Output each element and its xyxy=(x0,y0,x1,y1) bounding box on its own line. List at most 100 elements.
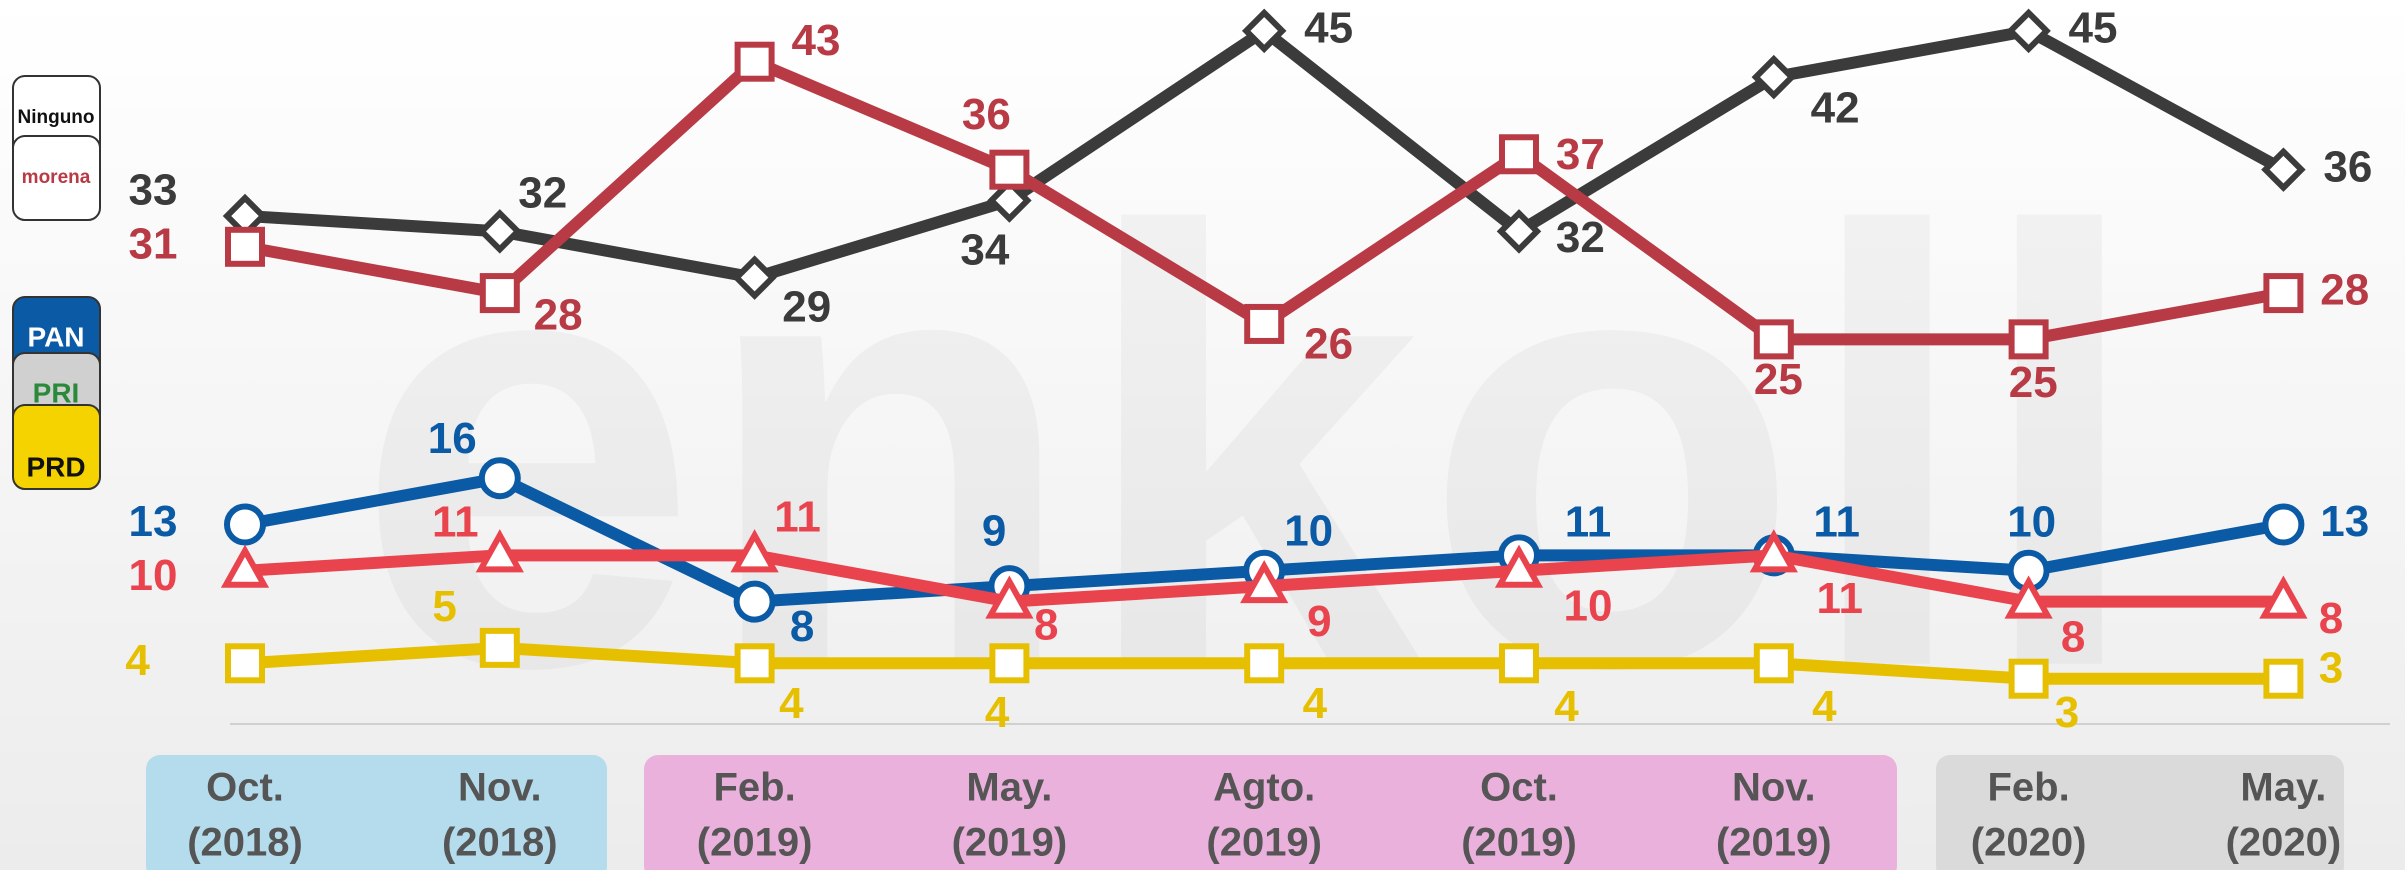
value-label: 8 xyxy=(2061,613,2085,662)
value-label: 3 xyxy=(2055,688,2079,737)
legend-entry: PRD xyxy=(12,404,101,490)
legend-logo xyxy=(12,135,101,221)
value-label: 32 xyxy=(518,169,567,218)
marker xyxy=(479,627,520,668)
value-label: 28 xyxy=(534,290,583,339)
x-tick-label: Feb. xyxy=(713,766,795,810)
marker xyxy=(1751,54,1797,100)
value-label: 8 xyxy=(2319,594,2343,643)
marker xyxy=(989,643,1030,684)
marker xyxy=(1753,319,1794,360)
value-label: 10 xyxy=(2007,497,2056,546)
marker xyxy=(2262,503,2305,546)
value-label: 9 xyxy=(982,507,1006,556)
year-band xyxy=(644,755,1897,870)
marker xyxy=(220,544,270,588)
legend-entry: morena xyxy=(12,135,101,221)
marker xyxy=(733,580,776,623)
x-tick-label: Nov. xyxy=(458,766,542,810)
value-label: 43 xyxy=(791,16,840,65)
marker xyxy=(2006,8,2051,54)
value-label: 36 xyxy=(962,90,1011,139)
marker xyxy=(730,529,779,573)
value-label: 42 xyxy=(1811,84,1860,133)
marker xyxy=(1753,643,1794,684)
marker xyxy=(2261,147,2306,192)
value-label: 4 xyxy=(1812,682,1837,731)
value-label: 4 xyxy=(1303,679,1328,728)
marker xyxy=(475,529,524,573)
x-tick-label: May. xyxy=(966,766,1052,810)
marker xyxy=(985,575,1034,619)
year-band xyxy=(1936,755,2344,870)
value-label: 29 xyxy=(782,282,831,331)
marker xyxy=(225,643,265,684)
value-label: 32 xyxy=(1556,213,1605,262)
value-label: 11 xyxy=(1813,497,1860,546)
value-label: 4 xyxy=(779,679,804,728)
marker xyxy=(2259,575,2308,619)
value-label: 28 xyxy=(2320,266,2369,315)
marker xyxy=(734,643,775,684)
x-tick-label: (2019) xyxy=(952,821,1068,865)
legend-label: Ninguno xyxy=(17,107,94,128)
marker xyxy=(989,149,1030,190)
marker xyxy=(477,209,523,254)
marker xyxy=(1494,544,1544,588)
legend-logo xyxy=(12,404,101,490)
marker xyxy=(1499,134,1539,175)
marker xyxy=(2263,658,2304,699)
watermark: enkoll xyxy=(354,104,2146,796)
marker xyxy=(1499,643,1539,684)
value-label: 31 xyxy=(128,219,177,268)
x-tick-label: Feb. xyxy=(1987,766,2069,810)
value-label: 10 xyxy=(128,551,177,600)
marker xyxy=(225,226,265,267)
value-label: 45 xyxy=(1304,3,1353,52)
marker xyxy=(2004,575,2053,619)
value-label: 13 xyxy=(128,497,177,546)
value-label: 37 xyxy=(1556,130,1605,179)
marker xyxy=(1749,529,1798,573)
value-label: 16 xyxy=(428,414,477,463)
marker xyxy=(1241,8,1287,54)
legend-label: morena xyxy=(22,167,91,188)
marker xyxy=(478,457,521,500)
value-label: 25 xyxy=(1754,355,1803,404)
value-label: 8 xyxy=(790,602,814,651)
x-tick-label: (2019) xyxy=(697,821,813,865)
value-label: 10 xyxy=(1564,582,1613,631)
value-label: 8 xyxy=(1034,600,1058,649)
marker xyxy=(1244,643,1285,684)
marker xyxy=(734,41,775,82)
marker xyxy=(2008,658,2049,699)
x-tick-label: (2019) xyxy=(1206,821,1322,865)
value-label: 11 xyxy=(432,497,479,546)
x-tick-label: (2018) xyxy=(187,821,303,865)
marker xyxy=(224,503,266,546)
marker xyxy=(987,178,1032,223)
value-label: 11 xyxy=(1565,497,1612,546)
value-label: 10 xyxy=(1284,507,1333,556)
x-tick-label: (2019) xyxy=(1461,821,1577,865)
value-label: 4 xyxy=(985,688,1010,737)
year-band xyxy=(146,755,607,870)
value-label: 3 xyxy=(2319,644,2343,693)
value-label: 36 xyxy=(2323,142,2372,191)
x-tick-label: (2018) xyxy=(442,821,558,865)
value-label: 4 xyxy=(1554,682,1579,731)
x-tick-label: (2019) xyxy=(1716,821,1832,865)
value-label: 34 xyxy=(960,225,1009,274)
marker xyxy=(732,255,777,300)
x-tick-label: Agto. xyxy=(1213,766,1315,810)
value-label: 13 xyxy=(2320,497,2369,546)
marker xyxy=(1244,303,1285,344)
value-label: 45 xyxy=(2069,3,2118,52)
marker xyxy=(2008,319,2049,360)
legend-label: PRD xyxy=(26,451,85,482)
value-label: 33 xyxy=(128,166,177,215)
value-label: 11 xyxy=(1817,574,1864,623)
value-label: 9 xyxy=(1307,597,1331,646)
x-tick-label: Oct. xyxy=(206,766,284,810)
